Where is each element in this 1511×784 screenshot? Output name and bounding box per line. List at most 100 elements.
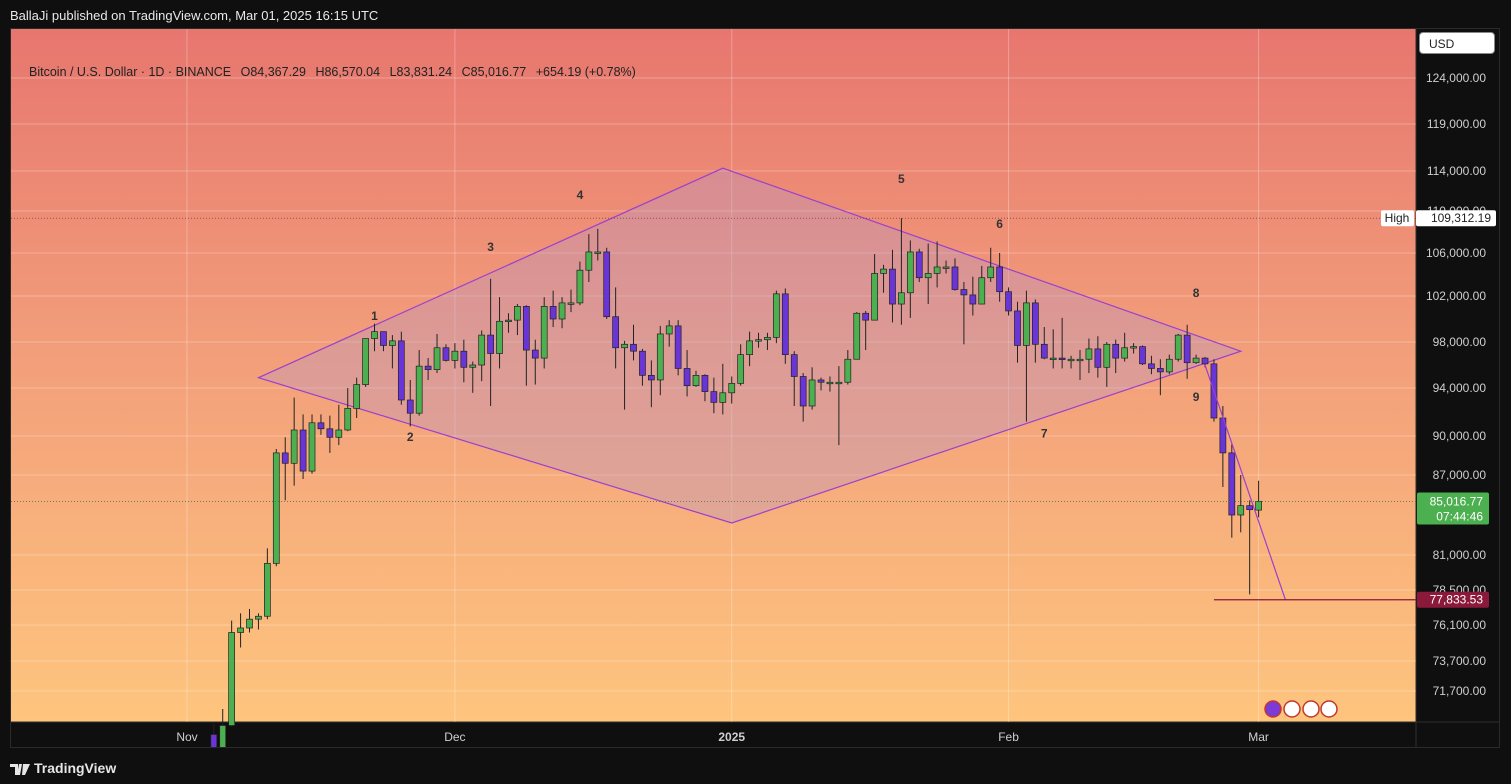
candle-body <box>317 422 325 430</box>
price-tick: 124,000.00 <box>1426 71 1486 85</box>
candle-body <box>621 343 628 349</box>
plot-background <box>11 29 1416 722</box>
candle-body <box>406 399 414 414</box>
candle-body <box>755 339 762 342</box>
candle-body <box>781 293 789 356</box>
time-tick: Nov <box>176 730 197 744</box>
candle-body <box>1076 358 1084 362</box>
candle-body <box>567 302 575 305</box>
publish-header: BallaJi published on TradingView.com, Ma… <box>0 0 1511 28</box>
candle-body <box>764 337 771 341</box>
candle-body <box>237 627 244 633</box>
wave-label-1: 1 <box>371 309 378 323</box>
candle-body <box>1165 358 1173 373</box>
wave-label-5: 5 <box>898 172 905 186</box>
price-tick: 119,000.00 <box>1427 117 1486 131</box>
candle-body <box>531 349 539 359</box>
axes-labels: 124,000.00119,000.00114,000.00110,000.00… <box>176 71 1496 744</box>
candle-body <box>540 306 548 359</box>
candle-body <box>290 429 298 464</box>
candle-body <box>871 273 878 321</box>
candle-body <box>719 392 727 403</box>
candle-body <box>665 325 673 335</box>
candle-body <box>478 334 486 366</box>
candle-body <box>924 273 932 279</box>
price-tick: 76,100.00 <box>1433 618 1487 632</box>
candle-body <box>397 340 405 401</box>
candle-body <box>1023 302 1030 346</box>
candle-body <box>1237 505 1245 516</box>
price-tick: 73,700.00 <box>1433 654 1487 668</box>
publish-info: BallaJi published on TradingView.com, Ma… <box>10 8 379 23</box>
candle-body <box>1157 368 1164 373</box>
candle-body <box>853 312 861 360</box>
candle-body <box>1094 348 1102 368</box>
candle-body <box>1049 357 1057 360</box>
price-tick: 98,000.00 <box>1433 335 1487 349</box>
candle-body <box>790 354 798 377</box>
candle-body <box>505 319 512 322</box>
candle-body <box>683 368 691 387</box>
candle-body <box>1183 334 1191 364</box>
candle-body <box>433 347 441 370</box>
candle-body <box>299 429 307 472</box>
countdown: 07:44:46 <box>1436 509 1483 523</box>
candle-body <box>1192 357 1200 364</box>
candle-body <box>1174 334 1182 360</box>
candle-body <box>737 354 745 384</box>
last-price: 85,016.77 <box>1430 494 1484 508</box>
candle-body <box>799 376 807 407</box>
brand-name: TradingView <box>34 760 117 776</box>
high-value: 109,312.19 <box>1431 211 1491 225</box>
candle-body <box>603 251 611 318</box>
candle-body <box>835 381 843 385</box>
candlestick-chart[interactable]: 1 2 3 4 5 6 7 8 9 124,000.00 119,000.00 114,000.00… <box>11 29 1500 748</box>
time-tick: Feb <box>998 730 1019 744</box>
currency-button[interactable]: USD <box>1419 32 1495 54</box>
candle-body <box>353 384 361 409</box>
candles <box>210 218 1262 747</box>
candle-body <box>630 343 637 352</box>
target-price: 77,833.53 <box>1430 593 1484 607</box>
projection-line <box>1204 364 1286 600</box>
event-flag-icon <box>1283 700 1301 718</box>
legend-change: +654.19 (+0.78%) <box>535 65 636 79</box>
event-flag-icon <box>1302 700 1320 718</box>
candle-body <box>1130 346 1137 349</box>
high-tag: High <box>1385 211 1410 225</box>
candle-body <box>1040 343 1048 359</box>
candle-body <box>951 266 959 290</box>
symbol-name: Bitcoin / U.S. Dollar · 1D · BINANCE <box>29 65 232 79</box>
candle-body <box>701 375 709 392</box>
wave-label-8: 8 <box>1193 286 1200 300</box>
footer: TradingView <box>0 752 1511 784</box>
candle-body <box>219 725 227 747</box>
candle-body <box>746 340 753 356</box>
candle-body <box>362 338 369 385</box>
price-tick: 102,000.00 <box>1426 289 1486 303</box>
candle-body <box>978 277 986 305</box>
candle-body <box>1067 358 1075 362</box>
candle-body <box>1085 348 1093 360</box>
candle-body <box>308 422 316 472</box>
high-value-box <box>1416 210 1496 227</box>
candle-body <box>228 632 235 726</box>
candle-body <box>656 333 664 381</box>
candle-body <box>424 365 432 370</box>
time-tick: 2025 <box>718 730 745 744</box>
chart-frame[interactable]: 1 2 3 4 5 6 7 8 9 124,000.00 119,000.00 114,000.00… <box>10 28 1500 748</box>
candle-body <box>442 347 450 361</box>
candle-body <box>862 312 870 321</box>
candle-body <box>692 375 700 387</box>
candle-body <box>1139 346 1146 365</box>
wave-label-7: 7 <box>1041 426 1048 440</box>
candle-body <box>1031 302 1039 345</box>
candle-body <box>826 381 834 385</box>
candle-body <box>380 331 387 346</box>
time-axis-background <box>11 722 1499 747</box>
tradingview-logo[interactable]: TradingView <box>10 760 116 776</box>
time-tick: Dec <box>444 730 465 744</box>
candle-body <box>558 302 566 320</box>
candle-body <box>1255 501 1262 511</box>
candle-body <box>728 383 736 394</box>
